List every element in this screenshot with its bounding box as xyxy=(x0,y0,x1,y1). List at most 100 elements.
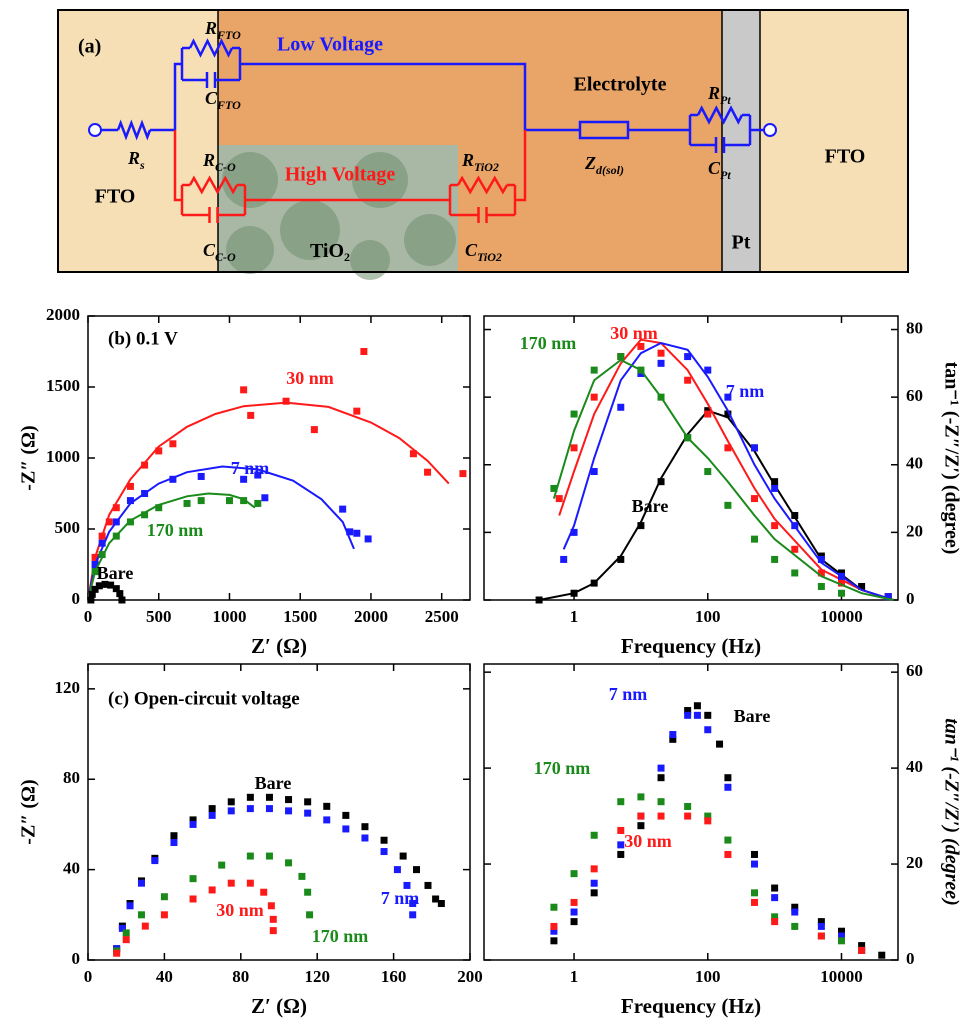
marker xyxy=(657,349,665,357)
component-main: C xyxy=(465,240,478,260)
y-tick-label: 20 xyxy=(906,521,923,540)
marker xyxy=(724,444,732,452)
x-tick-label: 1 xyxy=(570,967,579,986)
marker xyxy=(189,875,197,883)
marker xyxy=(791,522,799,530)
marker xyxy=(137,911,145,919)
marker xyxy=(169,475,177,483)
marker xyxy=(724,410,732,418)
marker xyxy=(118,924,126,932)
fit-line xyxy=(87,465,355,601)
marker xyxy=(98,532,106,540)
marker xyxy=(260,888,268,896)
marker xyxy=(437,900,445,908)
series-label: 7 nm xyxy=(609,684,648,704)
marker xyxy=(183,499,191,507)
marker xyxy=(751,898,759,906)
marker xyxy=(218,861,226,869)
marker xyxy=(380,848,388,856)
component-main: R xyxy=(127,148,140,168)
marker xyxy=(208,811,216,819)
marker xyxy=(118,596,126,604)
marker xyxy=(380,836,388,844)
marker xyxy=(590,393,598,401)
plot-frame xyxy=(483,315,899,601)
component-label: RFTO xyxy=(204,18,241,42)
marker xyxy=(267,902,275,910)
y-axis-label: -Z″ (Ω) xyxy=(18,425,40,490)
marker xyxy=(590,579,598,587)
marker xyxy=(550,903,558,911)
marker xyxy=(771,555,779,563)
marker xyxy=(817,932,825,940)
marker xyxy=(346,528,354,536)
marker xyxy=(791,908,799,916)
component-main: R xyxy=(461,150,474,170)
marker xyxy=(684,707,692,715)
panel-label: (b) 0.1 V xyxy=(108,328,178,349)
circuit xyxy=(88,38,777,223)
fit-line xyxy=(558,338,894,601)
series-label: 30 nm xyxy=(216,900,264,920)
component-label: RC-O xyxy=(202,150,236,174)
marker xyxy=(113,949,121,957)
marker xyxy=(403,881,411,889)
marker xyxy=(704,817,712,825)
marker xyxy=(617,555,625,563)
component-label: CFTO xyxy=(205,88,241,112)
marker xyxy=(310,426,318,434)
marker xyxy=(126,497,134,505)
x-tick-label: 500 xyxy=(146,607,172,626)
marker xyxy=(637,812,645,820)
plot-frame xyxy=(483,663,899,961)
series-label: 30 nm xyxy=(610,323,658,343)
series-label: 170 nm xyxy=(147,520,204,540)
marker xyxy=(122,929,130,937)
marker xyxy=(240,386,248,394)
wire xyxy=(515,130,527,202)
marker xyxy=(637,793,645,801)
y-tick-label: 20 xyxy=(906,853,923,872)
marker xyxy=(353,407,361,415)
marker xyxy=(657,798,665,806)
marker xyxy=(684,434,692,442)
marker xyxy=(424,468,432,476)
marker xyxy=(724,393,732,401)
marker xyxy=(112,504,120,512)
wire xyxy=(173,130,182,202)
x-tick-label: 1000 xyxy=(212,607,246,626)
marker xyxy=(791,922,799,930)
component-sub: TiO2 xyxy=(477,250,502,264)
marker xyxy=(791,545,799,553)
marker xyxy=(141,490,149,497)
marker xyxy=(342,825,350,833)
marker xyxy=(837,937,845,945)
marker xyxy=(751,535,759,543)
marker xyxy=(704,366,712,374)
marker xyxy=(751,860,759,868)
tio2-sub: 2 xyxy=(344,250,350,264)
marker xyxy=(669,735,677,743)
marker xyxy=(837,572,845,580)
series-label: 30 nm xyxy=(286,368,334,388)
marker xyxy=(858,582,866,590)
marker xyxy=(323,816,331,824)
component-sub: FTO xyxy=(216,28,241,42)
electrolyte-label: Electrolyte xyxy=(574,74,667,96)
series-label: Bare xyxy=(734,706,771,726)
component-main: C xyxy=(708,158,721,178)
marker xyxy=(570,870,578,878)
marker xyxy=(657,774,665,782)
marker xyxy=(240,497,248,505)
marker xyxy=(189,820,197,828)
wire xyxy=(240,62,580,132)
marker xyxy=(413,866,421,874)
y-tick-label: 500 xyxy=(55,518,81,537)
marker xyxy=(160,911,168,919)
marker xyxy=(570,589,578,597)
fto-right-region xyxy=(760,10,908,272)
marker xyxy=(409,900,417,908)
marker xyxy=(704,726,712,734)
series-label: 7 nm xyxy=(381,888,420,908)
marker xyxy=(424,881,432,889)
